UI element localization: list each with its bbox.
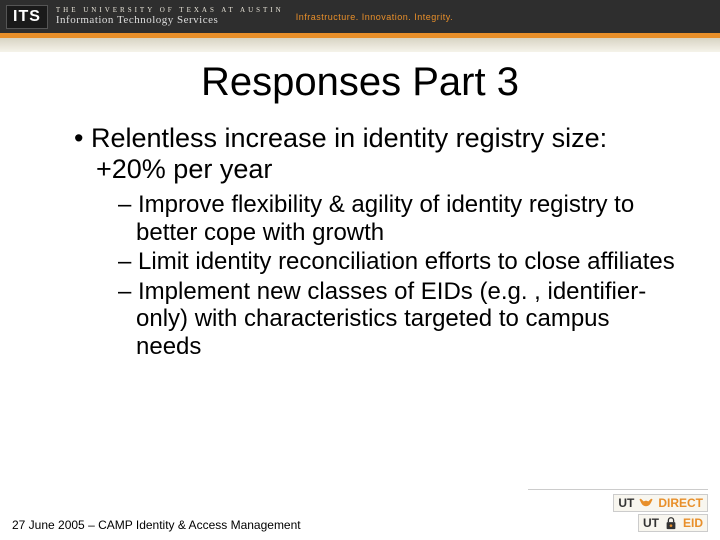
slide-body: Responses Part 3 • Relentless increase i… <box>0 52 720 361</box>
tagline: Infrastructure. Innovation. Integrity. <box>296 12 453 22</box>
bullet-l1-text: Relentless increase in identity registry… <box>91 123 607 184</box>
slide-title: Responses Part 3 <box>40 60 680 105</box>
header-text-block: THE UNIVERSITY OF TEXAS AT AUSTIN Inform… <box>56 7 284 26</box>
university-name: THE UNIVERSITY OF TEXAS AT AUSTIN <box>56 7 284 14</box>
bullet-l2-text: Improve flexibility & agility of identit… <box>136 191 634 246</box>
bullet-level2: – Limit identity reconciliation efforts … <box>40 248 680 276</box>
header-bar: ITS THE UNIVERSITY OF TEXAS AT AUSTIN In… <box>0 0 720 33</box>
logo-eid: EID <box>683 516 703 530</box>
footer-divider <box>528 489 708 490</box>
bullet-level2: – Implement new classes of EIDs (e.g. , … <box>40 278 680 361</box>
bullet-l2-text: Limit identity reconciliation efforts to… <box>138 248 675 275</box>
bullet-level1: • Relentless increase in identity regist… <box>40 123 680 185</box>
bullet-level2: – Improve flexibility & agility of ident… <box>40 191 680 246</box>
logo-ut: UT <box>643 516 659 530</box>
longhorn-icon <box>638 496 654 510</box>
logo-ut: UT <box>618 496 634 510</box>
logo-direct: DIRECT <box>658 496 703 510</box>
ut-direct-logo: UT DIRECT <box>613 494 708 512</box>
department-name: Information Technology Services <box>56 15 284 26</box>
footer-date-text: 27 June 2005 – CAMP Identity & Access Ma… <box>12 518 301 532</box>
bullet-l2-text: Implement new classes of EIDs (e.g. , id… <box>136 278 646 360</box>
footer-logos: UT DIRECT UT EID <box>528 489 708 532</box>
its-badge: ITS <box>6 5 48 29</box>
lock-icon <box>663 516 679 530</box>
footer: 27 June 2005 – CAMP Identity & Access Ma… <box>12 489 708 532</box>
gradient-divider <box>0 38 720 52</box>
ut-eid-logo: UT EID <box>638 514 708 532</box>
